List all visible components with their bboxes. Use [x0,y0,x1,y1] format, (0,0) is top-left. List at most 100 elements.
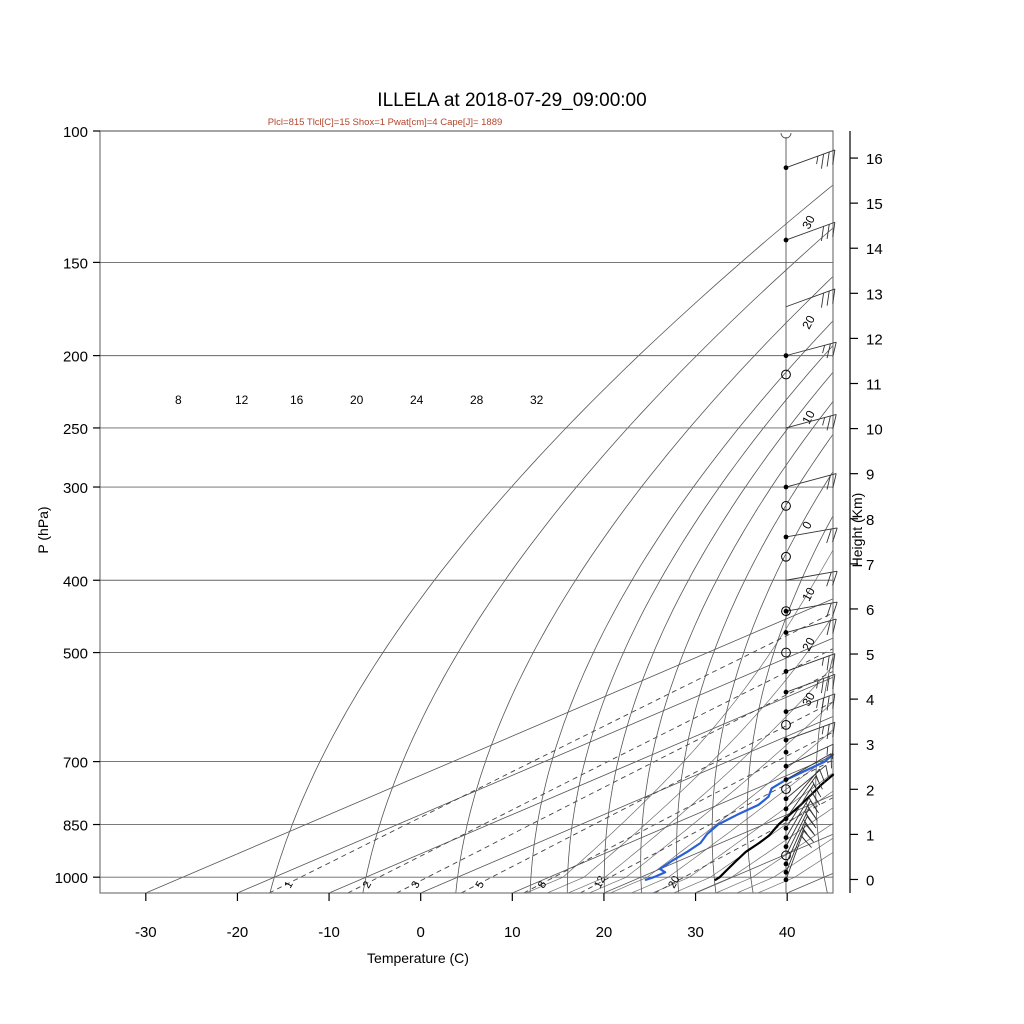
wind-barb [781,784,791,795]
height-tick-label: 12 [866,331,883,348]
mixing-ratio-label: 20 [666,874,682,890]
page-title: ILLELA at 2018-07-29_09:00:00 [377,90,646,111]
wind-staff-cap [780,132,792,139]
isotherm-label-right: 30 [799,690,818,709]
wind-barb [781,808,818,861]
dry-adiabat-label: 28 [470,393,484,407]
dry-adiabat [362,227,834,894]
dry-adiabat [566,345,834,893]
wind-barb [783,753,832,783]
dry-adiabat-label: 20 [350,393,364,407]
y2-axis-title: Height (Km) [849,493,865,568]
wind-barb [783,792,821,840]
x-axis-title: Temperature (C) [367,950,469,966]
wind-barb-column [780,132,838,893]
wind-barb [783,149,836,171]
isotherm [420,716,834,894]
height-tick-label: 9 [866,467,874,484]
mixing-ratio-label: 8 [536,879,549,890]
height-tick-label: 15 [866,196,883,213]
temperature-tick-label: -20 [227,924,249,941]
mixing-ratio-line [523,731,834,894]
height-tick-label: 13 [866,286,883,303]
pressure-tick-label: 200 [63,349,88,366]
wind-barb [783,653,836,674]
wind-barb [781,369,791,380]
isotherm [237,637,834,894]
temperature-tick-label: -30 [135,924,157,941]
moist-adiabat [694,807,834,894]
temperature-curve [714,773,835,881]
temperature-tick-label: 20 [596,924,613,941]
wind-barb [783,673,836,695]
pressure-tick-label: 1000 [55,870,88,887]
y-axis-title: P (hPa) [35,506,51,553]
wind-barb [783,473,837,490]
height-tick-label: 2 [866,782,874,799]
pressure-tick-label: 700 [63,755,88,772]
mixing-ratio-line [460,701,834,894]
isotherm [145,598,834,894]
pressure-tick-label: 150 [63,255,88,272]
wind-barb [781,601,838,618]
wind-barb [783,527,838,544]
parameters-subtitle: Plcl=815 Tlcl[C]=15 Shox=1 Pwat[cm]=4 Ca… [268,117,503,128]
mixing-ratio-label: 12 [592,874,608,890]
wind-barb [785,570,838,587]
pressure-tick-label: 850 [63,818,88,835]
isotherm [787,873,834,894]
dry-adiabat [269,184,834,894]
temperature-tick-label: 40 [779,924,796,941]
height-tick-label: 8 [866,512,874,529]
mixing-ratio-line [654,797,834,894]
temperature-tick-label: -10 [318,924,340,941]
isotherm-label-right: 10 [799,585,818,604]
moist-adiabat [757,852,834,894]
wind-barb [783,764,830,802]
height-tick-label: 10 [866,422,883,439]
moist-adiabat [715,823,834,894]
wind-barb [783,693,836,715]
height-tick-label: 11 [866,376,882,393]
wind-barb [783,749,789,755]
sounding-curves [644,753,835,881]
mixing-ratio-line [268,612,834,894]
temperature-tick-label: 10 [504,924,521,941]
pressure-tick-label: 400 [63,573,88,590]
pressure-tick-label: 100 [63,124,88,141]
isotherm [695,833,834,894]
dry-adiabat [529,320,834,894]
pressure-tick-label: 250 [63,421,88,438]
pressure-tick-label: 500 [63,646,88,663]
moist-adiabat [568,665,834,894]
height-tick-label: 0 [866,872,874,889]
isotherm-label-right: 20 [799,313,818,332]
isotherm-label-right: 20 [799,635,818,654]
isotherm [328,676,834,894]
dry-adiabat [711,471,834,894]
mixing-ratio-line [579,759,834,894]
dry-adiabat-label: 16 [290,393,304,407]
moist-adiabat [652,772,834,894]
wind-barb [781,647,791,658]
wind-barb [783,618,837,636]
mixing-ratio-label: 1 [282,879,295,890]
dry-adiabat [676,434,834,894]
height-tick-label: 16 [866,151,883,168]
wind-barb [783,341,837,359]
wind-barb [781,501,791,511]
moist-adiabat [525,549,834,894]
height-tick-label: 7 [866,557,874,574]
dry-adiabat [603,371,834,893]
pressure-tick-label: 300 [63,480,88,497]
height-tick-label: 1 [866,827,874,844]
wind-barb [783,221,836,243]
height-tick-label: 6 [866,602,874,619]
isotherm-label-right: 0 [799,519,815,532]
dry-adiabat-label: 12 [235,393,249,407]
height-tick-label: 4 [866,692,874,709]
